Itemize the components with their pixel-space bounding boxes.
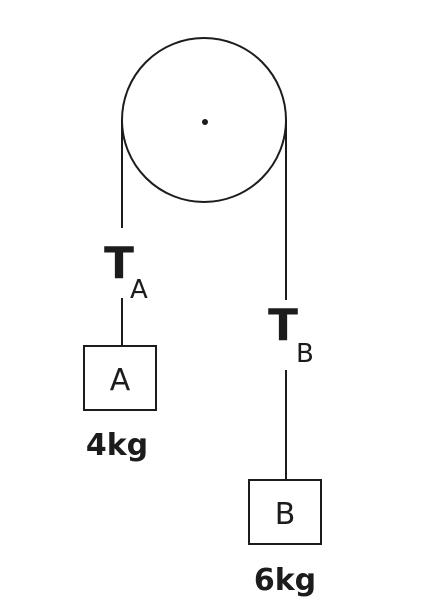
block-a (83, 345, 157, 411)
block-b (248, 479, 322, 545)
block-a-mass: 4kg (86, 428, 148, 463)
tension-a-subscript: A (130, 275, 148, 305)
block-a-label: A (110, 363, 131, 398)
block-b-mass: 6kg (254, 563, 316, 598)
block-b-label: B (275, 497, 296, 532)
tension-a-symbol: T (104, 238, 134, 289)
tension-b-subscript: B (296, 339, 314, 369)
tension-a-backing (104, 228, 158, 298)
tension-b-symbol: T (268, 300, 298, 351)
pulley-axle (202, 119, 208, 125)
tension-b-backing (268, 300, 324, 370)
